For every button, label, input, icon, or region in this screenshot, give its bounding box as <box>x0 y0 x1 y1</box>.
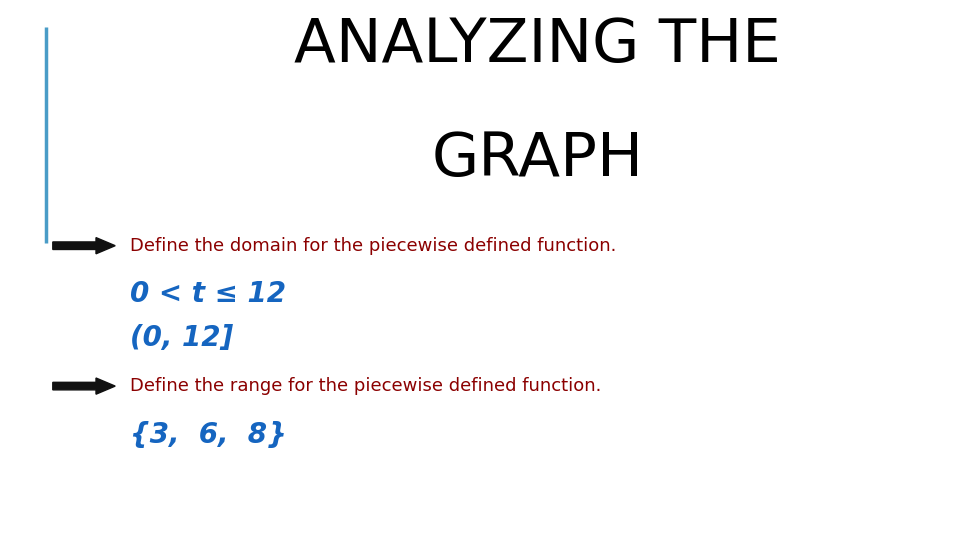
Text: Define the domain for the piecewise defined function.: Define the domain for the piecewise defi… <box>130 237 616 255</box>
FancyArrow shape <box>53 378 115 394</box>
Text: {3,  6,  8}: {3, 6, 8} <box>130 421 286 449</box>
Text: GRAPH: GRAPH <box>432 130 643 188</box>
Text: 0 < t ≤ 12: 0 < t ≤ 12 <box>130 280 286 308</box>
Text: ANALYZING THE: ANALYZING THE <box>294 16 781 75</box>
FancyArrow shape <box>53 238 115 254</box>
Text: (0, 12]: (0, 12] <box>130 323 232 352</box>
Text: Define the range for the piecewise defined function.: Define the range for the piecewise defin… <box>130 377 601 395</box>
